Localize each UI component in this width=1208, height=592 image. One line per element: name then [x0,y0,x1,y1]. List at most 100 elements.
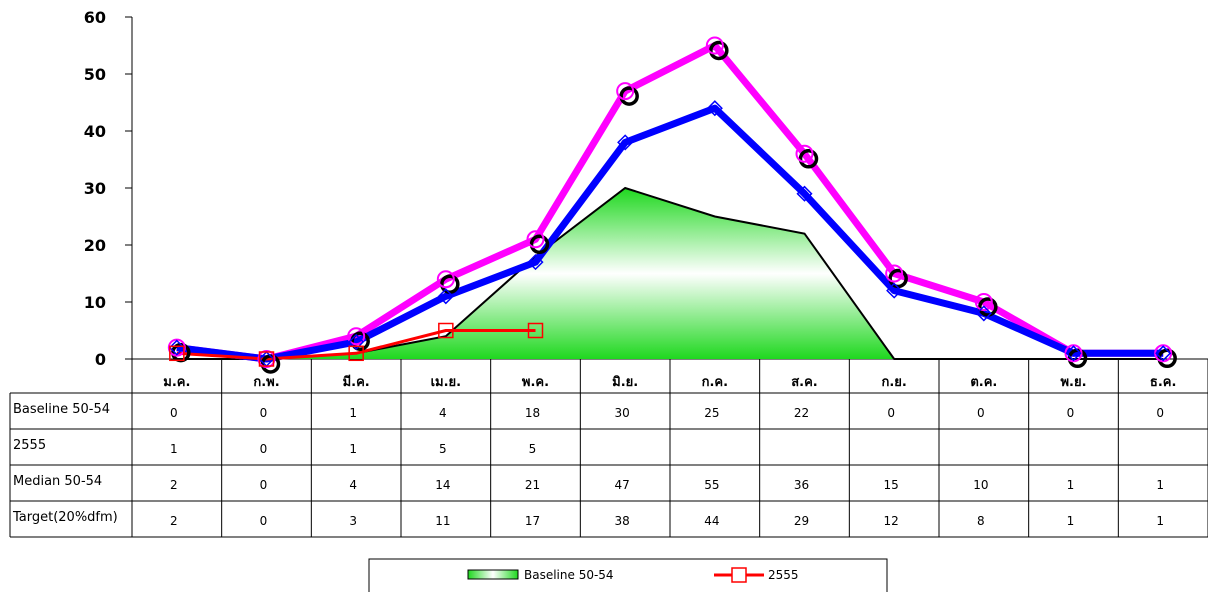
series-line-target-20-dfm [176,104,1164,363]
point-median-50-54 [616,82,635,101]
x-tick-label: ก.ย. [881,375,906,390]
table-cell: 1 [1156,514,1164,528]
series-area-baseline-50-54 [176,188,1164,359]
table-cell: 0 [260,442,268,456]
table-cell: 5 [529,442,537,456]
y-tick-label: 40 [84,122,106,141]
table-cell: 14 [435,478,450,492]
shadow-marker [350,331,370,351]
x-tick-label: พ.ย. [1060,375,1086,390]
x-tick-label: ส.ค. [791,375,818,390]
legend-marker-2555 [731,567,747,583]
x-tick-label: ก.ค. [702,375,728,390]
point-median-50-54 [705,36,724,55]
table-cell: 1 [349,442,357,456]
table-cell: 12 [884,514,899,528]
series-line-median-50-54 [176,42,1164,363]
table-row-label: Target(20%dfm) [12,510,118,525]
y-tick-label: 0 [95,350,106,369]
table-cell: 3 [349,514,357,528]
shadow-marker [978,297,998,317]
y-tick-label: 10 [84,293,106,312]
point-median-50-54 [795,144,814,163]
point-2555 [438,322,454,339]
x-tick-label: ต.ค. [970,375,997,390]
legend-label-2555: 2555 [768,568,799,582]
point-target-20-dfm [706,100,723,117]
point-target-20-dfm [796,185,813,202]
shadow-marker [529,234,550,255]
table-cell: 8 [977,514,985,528]
table-cell: 0 [260,406,268,420]
table-cell: 22 [794,406,809,420]
table-row-label: Median 50-54 [13,474,102,489]
table-cell: 1 [1067,478,1075,492]
table-cell: 21 [525,478,540,492]
table-cell: 4 [349,478,357,492]
point-target-20-dfm [348,333,365,350]
table-cell: 1 [1067,514,1075,528]
table-row-label: Baseline 50-54 [13,402,110,417]
table-cell: 38 [615,514,630,528]
point-target-20-dfm [975,305,992,322]
point-target-20-dfm [527,254,544,271]
y-tick-label: 20 [84,236,106,255]
shadow-marker [440,274,460,294]
table-cell: 0 [260,514,268,528]
point-2555 [527,322,544,339]
y-tick-label: 30 [84,179,106,198]
table-cell: 1 [170,442,178,456]
table-cell: 2 [170,478,178,492]
point-median-50-54 [347,327,366,346]
legend-label-baseline-50-54: Baseline 50-54 [524,568,614,582]
series-line-2555 [176,329,536,361]
legend-swatch-baseline-50-54 [467,569,519,580]
table-cell: 11 [435,514,450,528]
point-target-20-dfm [1155,345,1172,362]
table-cell: 29 [794,514,809,528]
table-cell: 2 [170,514,178,528]
point-target-20-dfm [1065,345,1082,362]
point-target-20-dfm [168,339,185,356]
table-cell: 4 [439,406,447,420]
point-median-50-54 [436,270,455,289]
y-tick-label: 60 [84,8,106,27]
table-cell: 0 [170,406,178,420]
table-cell: 55 [704,478,719,492]
y-tick-label: 50 [84,65,106,84]
shadow-marker [709,40,729,61]
legend-box [368,558,888,592]
point-target-20-dfm [437,288,454,305]
table-cell: 44 [704,514,719,528]
x-tick-label: พ.ค. [522,375,549,390]
point-median-50-54 [974,293,993,311]
table-cell: 17 [525,514,540,528]
table-cell: 0 [260,478,268,492]
table-cell: 5 [439,442,447,456]
table-cell: 25 [704,406,719,420]
table-cell: 18 [525,406,540,420]
table-cell: 36 [794,478,809,492]
table-cell: 0 [887,406,895,420]
x-tick-label: ก.พ. [253,375,279,390]
x-tick-label: ม.ค. [163,375,190,390]
table-cell: 0 [1067,406,1075,420]
table-cell: 1 [1156,478,1164,492]
point-target-20-dfm [617,134,634,151]
table-cell: 0 [977,406,985,420]
x-tick-label: มี.ค. [343,374,370,390]
x-tick-label: ธ.ค. [1150,375,1177,390]
point-2555 [258,351,275,367]
shadow-marker [798,149,819,169]
shadow-marker [888,268,908,289]
point-2555 [348,345,364,362]
point-target-20-dfm [886,282,903,299]
point-median-50-54 [885,264,904,283]
table-row-label: 2555 [13,438,46,453]
table-cell: 1 [349,406,357,420]
table-cell: 10 [973,478,988,492]
table-cell: 47 [615,478,630,492]
shadow-marker [619,86,639,106]
point-2555 [169,345,185,362]
